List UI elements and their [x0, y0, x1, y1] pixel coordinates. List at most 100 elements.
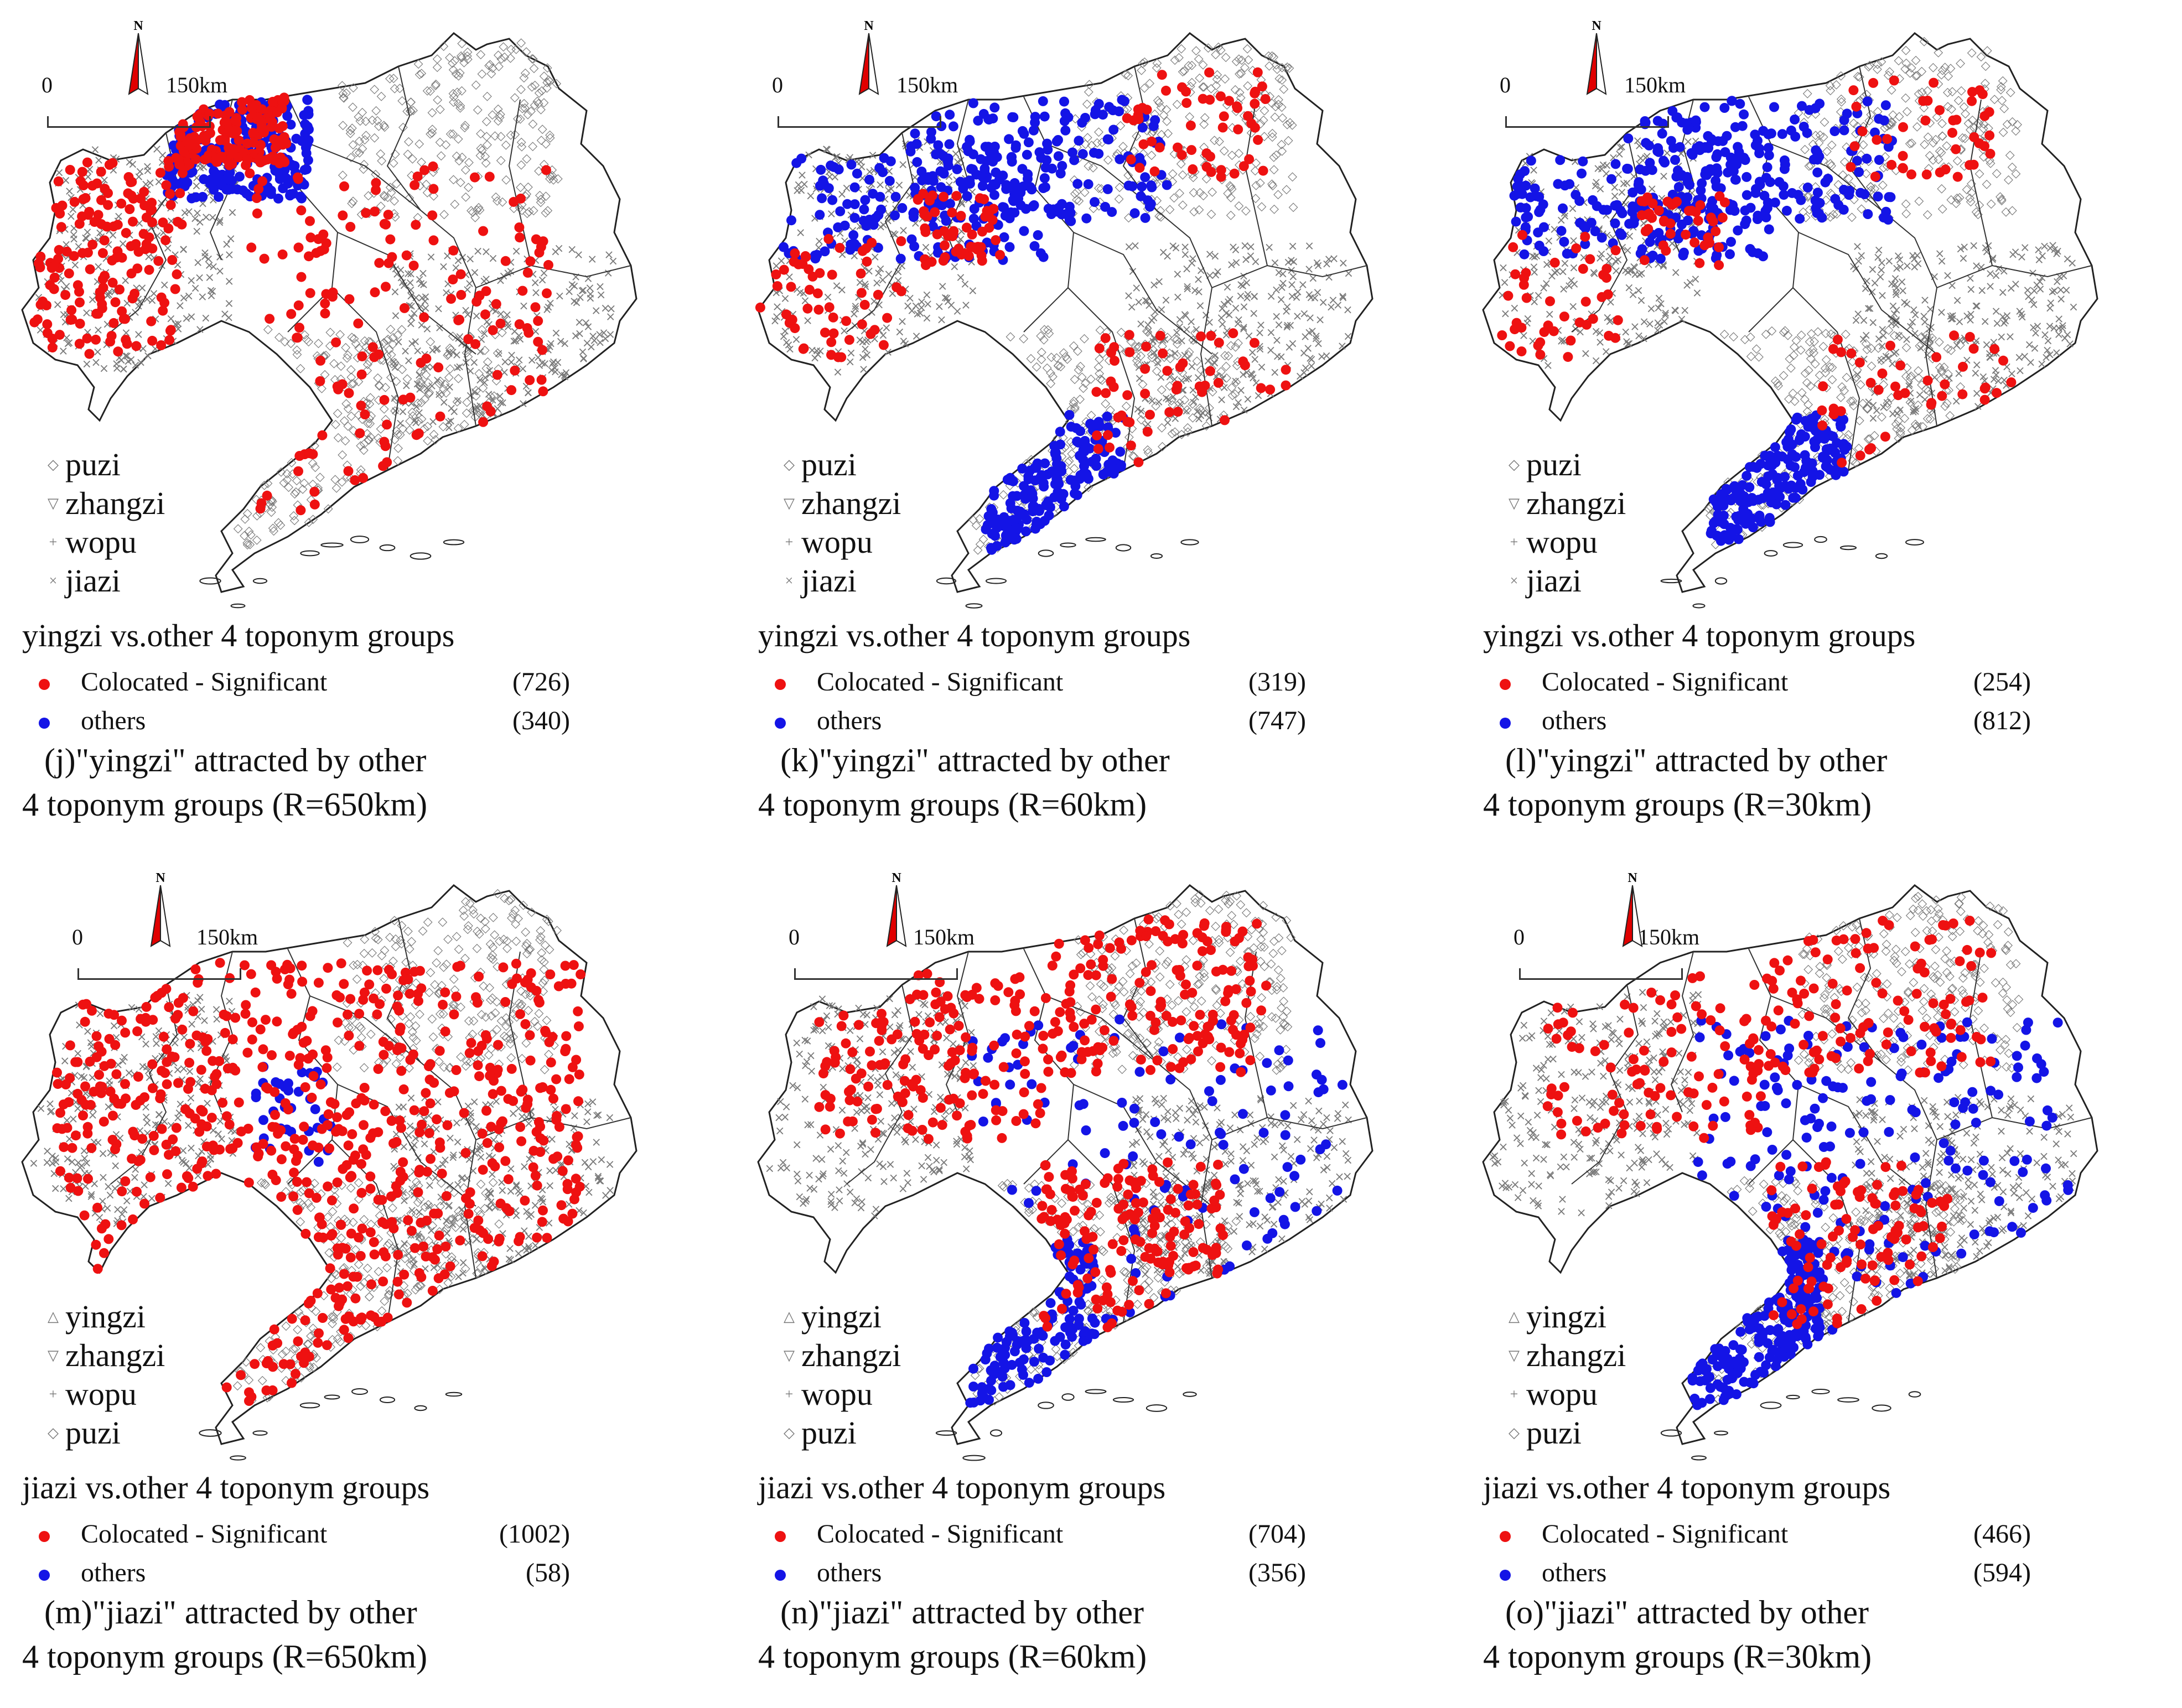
colocated-significant-point [470, 339, 481, 349]
basemap-toponym-mark: ◇ [517, 135, 526, 149]
basemap-toponym-mark: ◇ [1199, 117, 1209, 131]
basemap-toponym-mark: × [1623, 244, 1632, 258]
colocated-significant-point [91, 334, 101, 345]
others-point [1006, 152, 1017, 163]
basemap-toponym-mark: ◇ [470, 410, 480, 424]
basemap-toponym-mark: ◇ [1227, 380, 1236, 394]
basemap-toponym-mark: × [1980, 315, 1990, 329]
basemap-toponym-mark: ◇ [433, 52, 442, 66]
basemap-toponym-mark: ◇ [408, 152, 417, 165]
colocated-significant-point [401, 250, 412, 261]
basemap-toponym-mark: ◇ [360, 334, 370, 347]
basemap-toponym-mark: × [1256, 319, 1266, 333]
basemap-toponym-mark: ◇ [1142, 324, 1152, 338]
others-point [848, 230, 859, 240]
panel-title-line-1: (j)"yingzi" attracted by other [44, 742, 427, 778]
basemap-toponym-mark: × [221, 238, 231, 252]
basemap-toponym-mark: ◇ [1806, 378, 1815, 392]
colocated-significant-point [1204, 68, 1215, 77]
basemap-toponym-mark: × [1196, 409, 1206, 423]
others-point [989, 486, 999, 496]
colocated-significant-point [355, 428, 365, 439]
island-outline [199, 577, 221, 585]
basemap-toponym-mark: ◇ [417, 396, 426, 409]
island-outline [936, 577, 957, 585]
others-point [897, 203, 908, 213]
district-boundary [331, 287, 400, 471]
others-point [1015, 188, 1026, 198]
basemap-toponym-mark: ◇ [403, 371, 412, 385]
basemap-toponym-mark: ◇ [535, 86, 544, 100]
basemap-toponym-mark: ◇ [1154, 95, 1164, 109]
panel-heading: yingzi vs.other 4 toponym groups [22, 617, 455, 653]
basemap-toponym-mark: ◇ [1061, 349, 1070, 363]
basemap-toponym-mark: × [1217, 302, 1227, 316]
basemap-toponym-mark: ◇ [483, 355, 493, 368]
basemap-toponym-mark: ◇ [1277, 137, 1286, 151]
others-point [890, 191, 901, 202]
basemap-toponym-mark: × [813, 347, 823, 361]
colocated-significant-point [96, 167, 106, 177]
basemap-toponym-mark: × [1303, 341, 1313, 355]
colocated-significant-point [470, 172, 480, 183]
colocated-significant-point [1260, 94, 1271, 104]
district-boundary [1073, 232, 1212, 355]
basemap-toponym-mark: × [519, 299, 528, 313]
basemap-toponym-mark: × [921, 241, 931, 255]
others-point [1615, 205, 1626, 216]
colocated-significant-point [370, 206, 380, 217]
basemap-toponym-mark: ◇ [310, 438, 319, 452]
basemap-toponym-mark: ◇ [375, 378, 384, 392]
basemap-toponym-mark: × [406, 283, 416, 297]
basemap-toponym-mark: × [1163, 416, 1173, 430]
colocated-significant-point [1142, 427, 1153, 437]
basemap-toponym-mark: × [1238, 279, 1248, 293]
colocated-significant-point [1181, 98, 1192, 108]
basemap-toponym-mark: × [403, 267, 413, 281]
basemap-toponym-mark: ◇ [522, 206, 532, 220]
basemap-toponym-mark: ◇ [1256, 175, 1265, 189]
basemap-toponym-mark: ◇ [348, 100, 357, 114]
basemap-toponym-mark: ◇ [1069, 339, 1079, 352]
others-point [1610, 218, 1620, 229]
others-point [1675, 142, 1685, 152]
colocated-significant-point [859, 299, 870, 310]
cross-symbol-icon: × [785, 573, 794, 589]
basemap-toponym-mark: ◇ [381, 380, 390, 394]
colocated-significant-point [379, 394, 390, 405]
basemap-toponym-mark: ◇ [391, 392, 401, 406]
basemap-toponym-mark: ◇ [1285, 61, 1294, 75]
others-point [1726, 237, 1736, 247]
others-point [1555, 155, 1566, 165]
colocated-significant-point [399, 303, 410, 313]
colocated-significant-point [371, 178, 381, 188]
basemap-toponym-mark: ◇ [1070, 186, 1080, 200]
basemap-toponym-mark: × [581, 316, 591, 330]
basemap-toponym-mark: ◇ [1198, 80, 1207, 94]
others-point [849, 182, 860, 193]
colocated-significant-point [344, 388, 354, 398]
basemap-toponym-mark: ◇ [450, 197, 459, 211]
others-point [1115, 447, 1126, 457]
basemap-toponym-mark: ◇ [1072, 193, 1081, 206]
basemap-toponym-mark: ◇ [460, 417, 469, 431]
basemap-toponym-mark: ◇ [343, 419, 353, 433]
basemap-toponym-mark: ◇ [1195, 401, 1205, 414]
others-point [215, 175, 226, 185]
basemap-toponym-mark: ◇ [356, 463, 366, 476]
basemap-toponym-mark: ◇ [390, 355, 400, 369]
basemap-toponym-mark: ◇ [431, 77, 440, 91]
basemap-toponym-mark: × [1124, 240, 1134, 254]
basemap-toponym-mark: ◇ [417, 412, 427, 425]
basemap-toponym-mark: × [69, 228, 79, 242]
colocated-significant-point [1134, 163, 1145, 173]
basemap-toponym-mark: × [1236, 289, 1246, 303]
basemap-toponym-mark: ◇ [496, 52, 506, 66]
basemap-toponym-mark: × [1231, 375, 1241, 388]
basemap-toponym-mark: × [900, 338, 910, 351]
basemap-toponym-mark: ◇ [516, 35, 526, 49]
colocated-significant-point [125, 204, 135, 214]
others-point [1097, 110, 1108, 120]
colocated-significant-point [779, 264, 789, 275]
basemap-toponym-mark: ◇ [1200, 110, 1210, 124]
